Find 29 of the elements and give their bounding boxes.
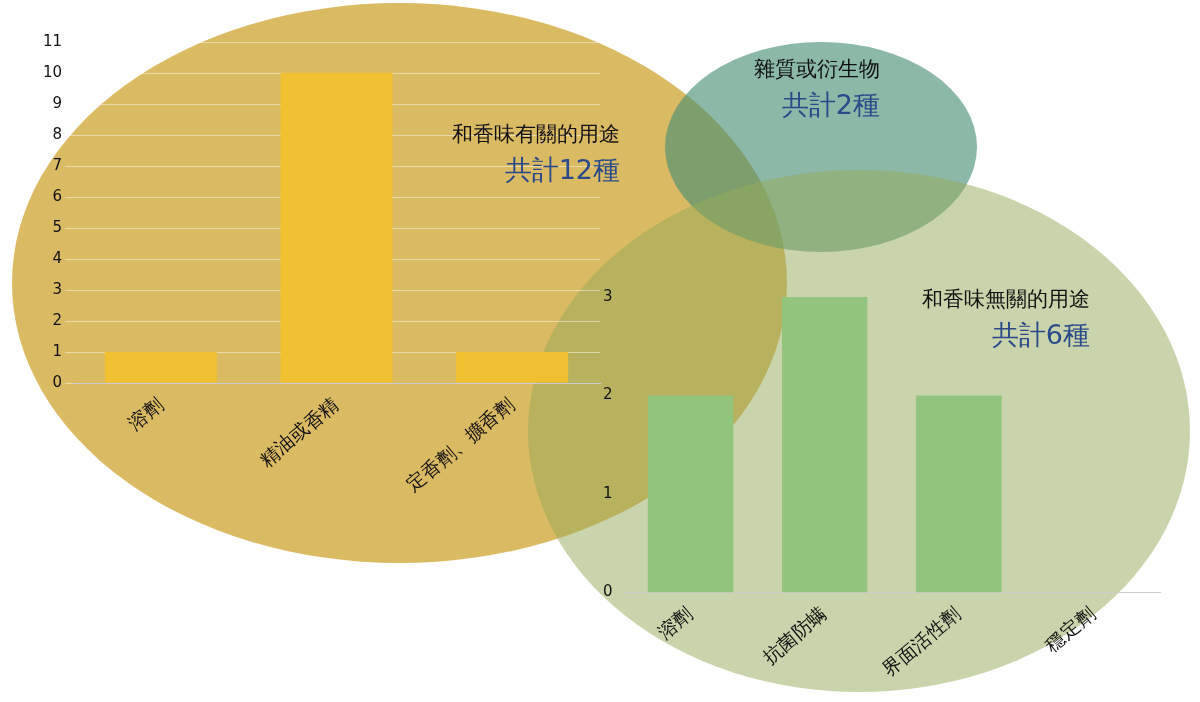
y-tick-label: 0	[52, 372, 63, 391]
text: 共計6種	[990, 318, 1090, 352]
y-tick-label: 0	[603, 582, 613, 601]
x-tick-label: 溶劑	[123, 392, 167, 435]
y-tick-label: 11	[42, 31, 63, 50]
y-tick-label: 6	[52, 186, 63, 205]
y-tick-label: 7	[52, 155, 63, 174]
y-tick-label: 8	[52, 124, 63, 143]
text: 共計12種	[503, 153, 620, 187]
x-tick-label: 溶劑	[653, 602, 697, 644]
y-tick-label: 10	[42, 62, 63, 81]
chart-title: 和香味無關的用途	[922, 286, 1090, 313]
y-tick-label: 2	[52, 310, 63, 329]
text: 共計2種	[780, 88, 880, 122]
x-tick-label: 抗菌防螨	[758, 602, 831, 668]
y-tick-label: 3	[603, 286, 613, 305]
text: 和香味有關的用途	[452, 121, 620, 148]
y-tick-label: 3	[52, 279, 63, 298]
y-tick-label: 4	[52, 248, 63, 267]
text: 雜質或衍生物	[754, 56, 880, 83]
y-tick-label: 5	[52, 217, 63, 236]
x-tick-label: 精油或香精	[255, 392, 343, 471]
x-tick-label: 界面活性劑	[877, 602, 965, 681]
x-tick-label: 穩定劑	[1040, 602, 1099, 656]
y-tick-label: 2	[603, 385, 613, 404]
y-tick-label: 1	[603, 483, 613, 502]
x-tick-label: 定香劑、擴香劑	[401, 392, 518, 496]
y-tick-label: 1	[52, 341, 63, 360]
y-tick-label: 9	[52, 93, 63, 112]
